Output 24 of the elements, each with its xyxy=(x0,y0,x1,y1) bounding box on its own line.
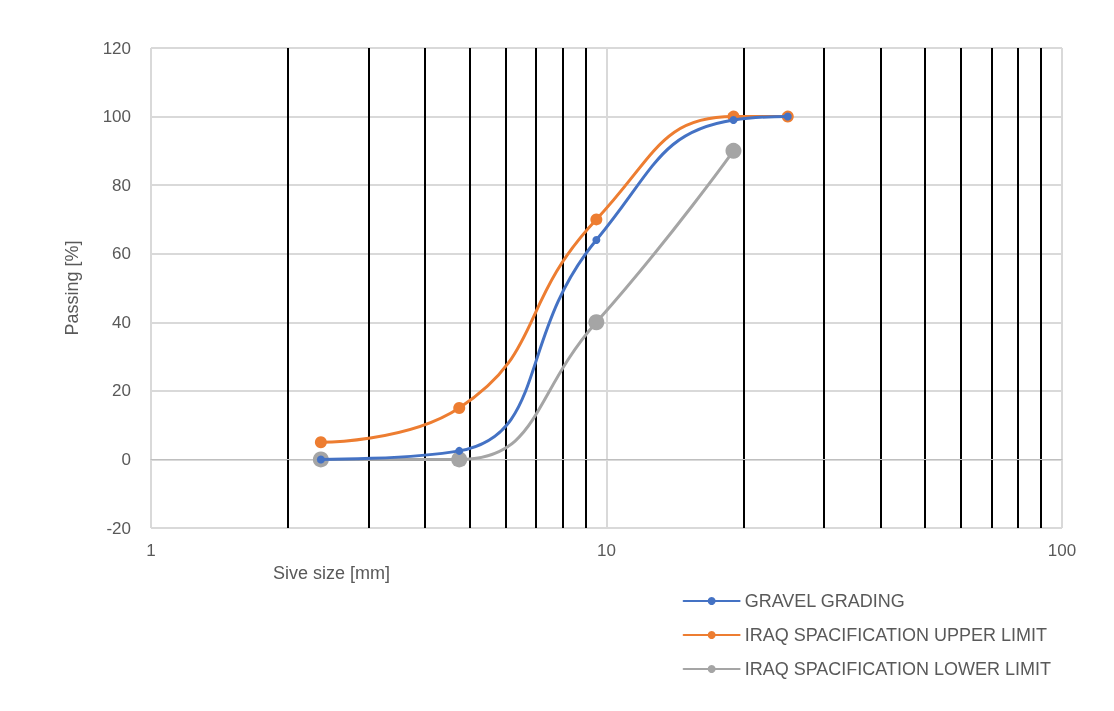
legend-label: GRAVEL GRADING xyxy=(744,591,905,611)
point xyxy=(725,142,742,159)
y-tick-label: 60 xyxy=(112,244,131,264)
legend-label: IRAQ SPACIFICATION LOWER LIMIT xyxy=(744,659,1052,679)
x-axis-title: Sive size [mm] xyxy=(273,563,391,583)
point xyxy=(453,402,466,414)
y-tick-label: 100 xyxy=(102,107,131,127)
legend-label: IRAQ SPACIFICATION UPPER LIMIT xyxy=(744,625,1048,645)
y-axis-title: Passing [%] xyxy=(62,240,82,336)
x-tick-label: 10 xyxy=(597,541,616,560)
point xyxy=(588,314,605,331)
x-tick-label: 1 xyxy=(146,541,156,560)
y-tick-label: 80 xyxy=(112,175,131,195)
x-tick-label: 100 xyxy=(1047,541,1077,560)
point xyxy=(314,436,327,449)
point xyxy=(592,236,601,244)
point xyxy=(590,213,603,226)
point xyxy=(729,116,738,124)
y-tick-label: 20 xyxy=(112,381,131,401)
y-tick-label: 0 xyxy=(121,449,131,469)
point xyxy=(455,446,464,455)
y-tick-label: 40 xyxy=(112,312,131,332)
y-tick-label: 120 xyxy=(102,38,131,58)
y-tick-label: -20 xyxy=(106,518,131,538)
